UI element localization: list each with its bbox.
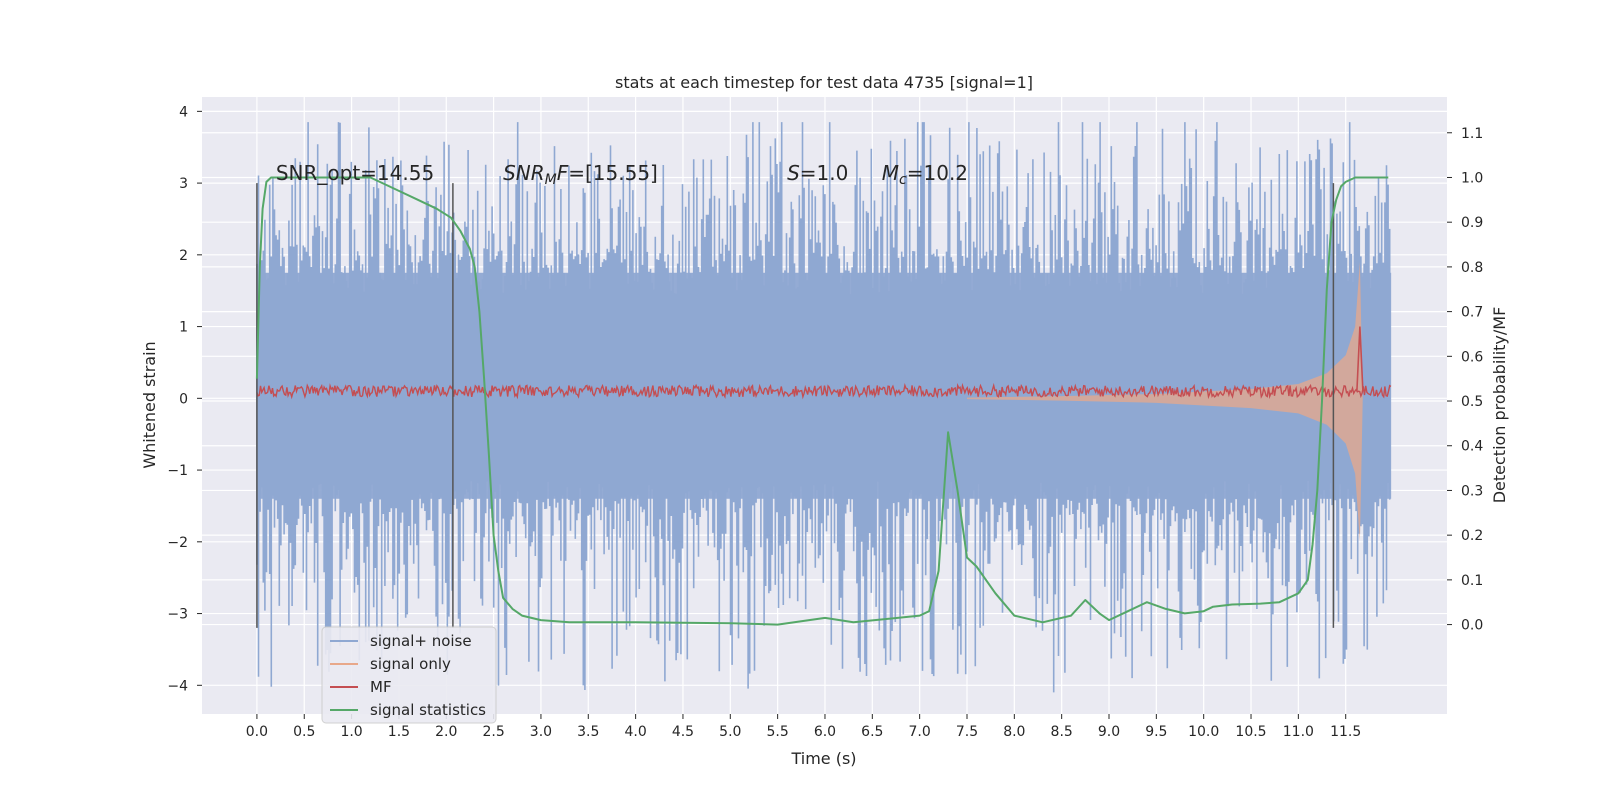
x-tick-label: 3.5 bbox=[577, 724, 599, 740]
legend-label: signal+ noise bbox=[370, 632, 472, 650]
x-tick-label: 10.5 bbox=[1235, 724, 1266, 740]
y-right-tick-label: 0.3 bbox=[1461, 483, 1483, 499]
x-tick-label: 1.0 bbox=[340, 724, 362, 740]
x-axis-label: Time (s) bbox=[790, 749, 856, 768]
x-tick-label: 3.0 bbox=[530, 724, 552, 740]
x-tick-label: 5.5 bbox=[767, 724, 789, 740]
y-left-tick-label: 3 bbox=[179, 176, 188, 192]
legend-label: signal only bbox=[370, 655, 451, 673]
x-tick-label: 11.5 bbox=[1330, 724, 1361, 740]
legend: signal+ noise signal only MF signal statist… bbox=[321, 626, 497, 724]
axes: 0.0 0.5 1.0 1.5 2.0 2.5 3.0 3.5 4.0 4.5 5.0 5.5 6.0 6… bbox=[167, 104, 1483, 740]
y-axis-right-label: Detection probability/MF bbox=[1490, 307, 1509, 504]
annotation-text: SNRMF=[15.55] bbox=[503, 161, 658, 188]
y-left-tick-label: 0 bbox=[179, 391, 188, 407]
x-tick-label: 9.5 bbox=[1145, 724, 1167, 740]
annotation-text: S=1.0 bbox=[787, 161, 848, 185]
legend-label: signal statistics bbox=[370, 701, 486, 719]
x-tick-label: 2.0 bbox=[435, 724, 457, 740]
signal-only-series-area bbox=[966, 262, 1363, 542]
signal-statistics-series-line bbox=[255, 176, 1389, 626]
x-tick-label: 6.0 bbox=[814, 724, 836, 740]
x-tick-label: 4.0 bbox=[624, 724, 646, 740]
y-left-tick-label: −3 bbox=[167, 607, 188, 623]
y-right-tick-label: 0.8 bbox=[1461, 260, 1483, 276]
y-right-tick-label: 0.1 bbox=[1461, 573, 1483, 589]
legend-box bbox=[321, 626, 497, 724]
y-right-tick-label: 0.7 bbox=[1461, 305, 1483, 321]
x-tick-label: 10.0 bbox=[1188, 724, 1219, 740]
y-right-tick-label: 0.6 bbox=[1461, 349, 1483, 365]
x-tick-label: 5.0 bbox=[719, 724, 741, 740]
legend-label: MF bbox=[370, 678, 392, 696]
x-tick-label: 0.5 bbox=[293, 724, 315, 740]
y-right-tick-label: 1.0 bbox=[1461, 170, 1483, 186]
x-tick-label: 2.5 bbox=[482, 724, 504, 740]
y-axis-left-label: Whitened strain bbox=[140, 341, 159, 468]
annotation-text: Mc=10.2 bbox=[882, 161, 968, 188]
y-right-tick-label: 1.1 bbox=[1461, 126, 1483, 142]
mf-peak-line bbox=[1356, 326, 1364, 392]
y-right-tick-label: 0.0 bbox=[1461, 618, 1483, 634]
x-tick-label: 1.5 bbox=[388, 724, 410, 740]
y-left-tick-label: 4 bbox=[179, 104, 188, 120]
y-left-tick-label: 2 bbox=[179, 248, 188, 264]
mf-series-line bbox=[256, 382, 1392, 400]
plot-layer bbox=[255, 122, 1392, 693]
chart-title: stats at each timestep for test data 473… bbox=[615, 73, 1033, 92]
x-tick-label: 7.5 bbox=[956, 724, 978, 740]
y-right-tick-label: 0.5 bbox=[1461, 394, 1483, 410]
annotations: SNR_opt=14.55 SNRMF=[15.55] S=1.0 Mc=10.2 bbox=[276, 161, 968, 188]
y-left-tick-label: 1 bbox=[179, 320, 188, 336]
annotation-text: SNR_opt=14.55 bbox=[276, 161, 434, 185]
x-tick-label: 8.0 bbox=[1003, 724, 1025, 740]
x-tick-label: 11.0 bbox=[1283, 724, 1314, 740]
y-right-tick-label: 0.2 bbox=[1461, 528, 1483, 544]
x-tick-label: 6.5 bbox=[861, 724, 883, 740]
x-tick-label: 0.0 bbox=[246, 724, 268, 740]
y-left-tick-label: −1 bbox=[167, 463, 188, 479]
x-tick-label: 4.5 bbox=[672, 724, 694, 740]
y-right-tick-label: 0.9 bbox=[1461, 215, 1483, 231]
y-left-tick-label: −4 bbox=[167, 678, 188, 694]
y-left-tick-label: −2 bbox=[167, 535, 188, 551]
x-tick-label: 9.0 bbox=[1098, 724, 1120, 740]
x-tick-label: 7.0 bbox=[909, 724, 931, 740]
x-tick-label: 8.5 bbox=[1051, 724, 1073, 740]
y-right-tick-label: 0.4 bbox=[1461, 439, 1483, 455]
